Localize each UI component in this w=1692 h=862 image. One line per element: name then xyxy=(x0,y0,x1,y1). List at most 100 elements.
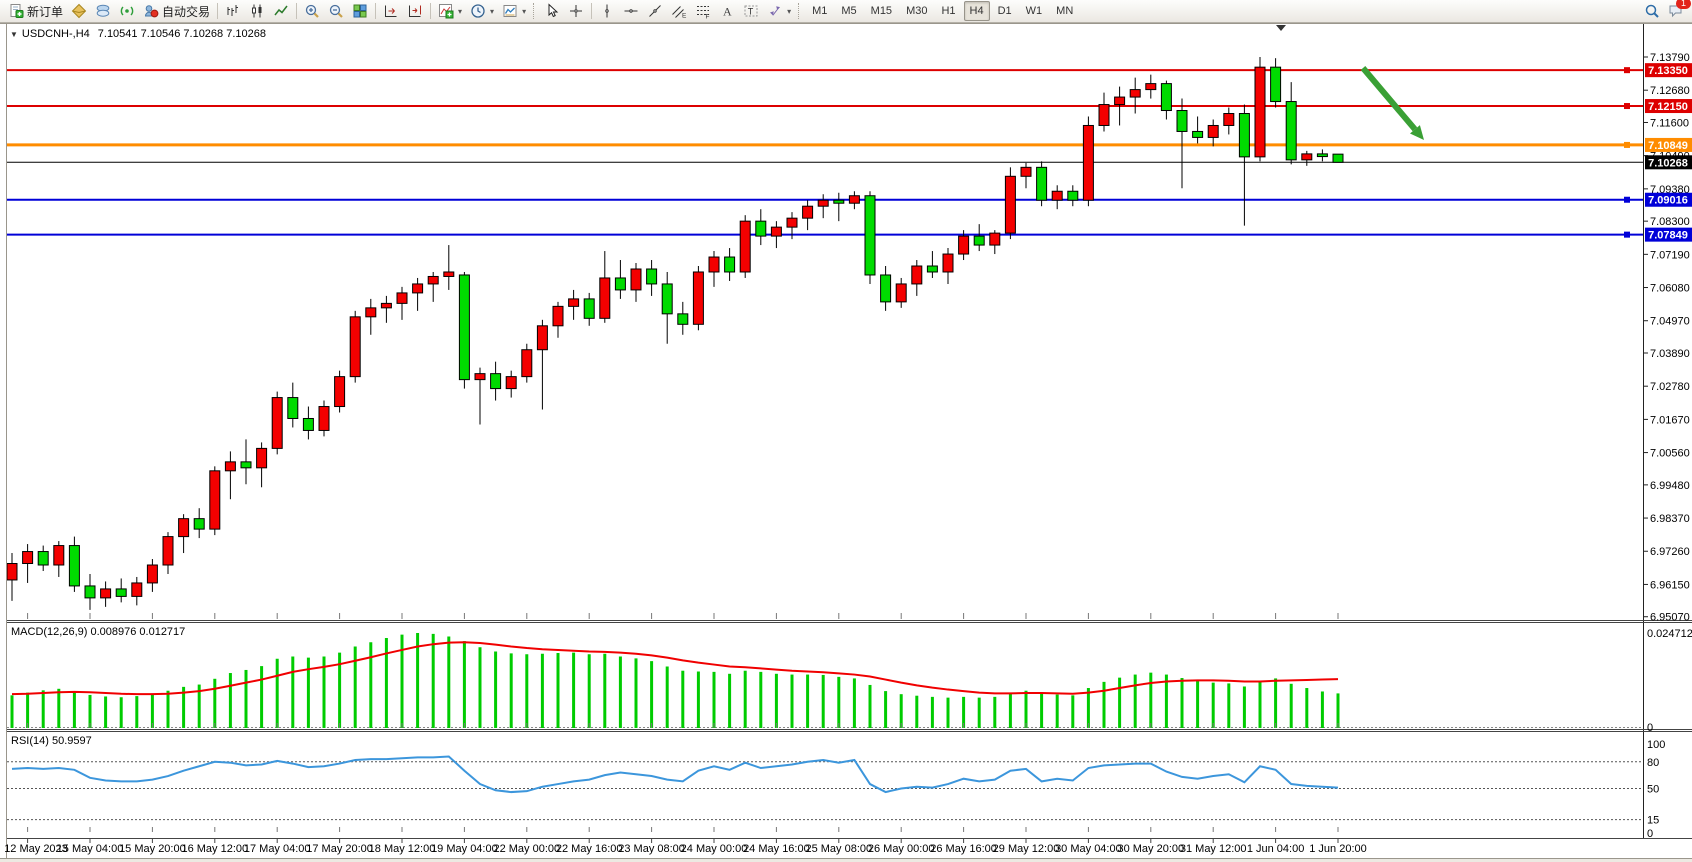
timeframe-button-h4[interactable]: H4 xyxy=(963,1,990,21)
clock-icon xyxy=(471,4,485,18)
equidistant-channel-button[interactable]: E xyxy=(667,0,691,22)
timeframe-button-m5[interactable]: M5 xyxy=(841,5,857,17)
chart-shift-button[interactable] xyxy=(403,0,427,22)
chart-ohlc-values: 7.10541 7.10546 7.10268 7.10268 xyxy=(97,28,266,40)
vertical-line-button[interactable] xyxy=(595,0,619,22)
timeframe-button-w1[interactable]: W1 xyxy=(1025,5,1043,17)
toolbar-separator xyxy=(430,3,432,19)
svg-text:E: E xyxy=(682,13,687,20)
dropdown-caret-icon[interactable]: ▾ xyxy=(522,6,527,16)
candle-body-bear xyxy=(1160,83,1172,112)
timeframe-button-m1[interactable]: M1 xyxy=(812,5,828,17)
label-icon: T xyxy=(744,5,758,17)
fibonacci-button[interactable]: F xyxy=(691,0,715,22)
zoom-in-button[interactable] xyxy=(300,0,324,22)
toolbar-right-group: 1 xyxy=(1640,0,1691,22)
zoom-out-button[interactable] xyxy=(324,0,348,22)
bar-chart-icon xyxy=(227,5,239,16)
timeframe-button-h1[interactable]: H1 xyxy=(941,5,956,17)
signal-button[interactable] xyxy=(115,0,139,22)
trendline-button[interactable] xyxy=(643,0,667,22)
price-tick-label: 6.96150 xyxy=(1650,579,1690,591)
macd-indicator-label: MACD(12,26,9) 0.008976 0.012717 xyxy=(11,626,186,638)
auto-trading-button-label: 自动交易 xyxy=(162,4,211,19)
periods-button[interactable]: ▾ xyxy=(466,0,498,22)
hline-drag-handle[interactable] xyxy=(1624,196,1630,203)
candle-body-bull xyxy=(146,564,158,584)
candle-body-bull xyxy=(802,205,814,219)
chat-button[interactable]: 1 xyxy=(1664,0,1691,22)
text-button[interactable]: A xyxy=(715,0,739,22)
price-tick-label: 7.12680 xyxy=(1650,85,1690,97)
hline-drag-handle[interactable] xyxy=(1624,67,1630,74)
crosshair-button[interactable] xyxy=(564,0,588,22)
candle-body-bear xyxy=(240,461,252,469)
candle-body-bull xyxy=(224,461,236,472)
indicators-icon xyxy=(439,4,454,19)
candle-body-bear xyxy=(677,313,689,325)
dropdown-caret-icon[interactable]: ▾ xyxy=(490,6,495,16)
templates-button[interactable]: ▾ xyxy=(498,0,530,22)
candle-body-bear xyxy=(1176,110,1188,132)
trend-arrow-head[interactable] xyxy=(1409,125,1424,140)
time-axis-label: 19 May 04:00 xyxy=(431,843,498,855)
current-price-badge xyxy=(1645,155,1692,170)
hline-drag-handle[interactable] xyxy=(1624,231,1630,238)
candle-body-bull xyxy=(162,536,174,566)
time-axis[interactable] xyxy=(7,839,1643,858)
candle-body-bull xyxy=(770,226,782,237)
tile-windows-button[interactable] xyxy=(348,0,372,22)
candle-body-bear xyxy=(583,298,595,319)
hline-drag-handle[interactable] xyxy=(1624,141,1630,148)
bar-chart-button[interactable] xyxy=(221,0,245,22)
auto-trading-icon xyxy=(145,5,159,18)
price-axis[interactable] xyxy=(1644,24,1692,838)
cursor-icon xyxy=(548,3,559,18)
candle-body-bull xyxy=(427,275,439,285)
arrows-button[interactable]: ▾ xyxy=(763,0,795,22)
candle-body-bull xyxy=(1223,113,1235,126)
time-axis-label: 24 May 00:00 xyxy=(681,843,748,855)
chart-shift-marker-icon[interactable] xyxy=(1276,25,1286,31)
candle-body-bull xyxy=(6,563,18,581)
candle-body-bull xyxy=(568,298,580,307)
candle-body-bear xyxy=(458,274,470,381)
line-chart-button[interactable] xyxy=(269,0,293,22)
candle-body-bull xyxy=(380,302,392,309)
crosshair-icon xyxy=(570,5,583,17)
search-button[interactable] xyxy=(1640,0,1664,22)
horizontal-line-button[interactable] xyxy=(619,0,643,22)
candle-body-bull xyxy=(53,545,65,566)
hline-price-badge xyxy=(1645,192,1692,207)
time-axis-label: 22 May 16:00 xyxy=(556,843,623,855)
dropdown-caret-icon[interactable]: ▾ xyxy=(787,6,792,16)
new-order-button-label: 新订单 xyxy=(27,4,64,19)
price-badge-label: 7.13350 xyxy=(1648,65,1688,77)
auto-trading-button[interactable]: 自动交易 xyxy=(139,0,214,22)
timeframe-button-d1[interactable]: D1 xyxy=(997,5,1012,17)
text-label-button[interactable]: T xyxy=(739,0,763,22)
data-window-button[interactable] xyxy=(91,0,115,22)
new-order-button[interactable]: 新订单 xyxy=(4,0,67,22)
time-axis-label: 25 May 08:00 xyxy=(805,843,872,855)
candle-body-bull xyxy=(1051,190,1063,201)
market-watch-button[interactable] xyxy=(67,0,91,22)
time-axis-label: 26 May 16:00 xyxy=(930,843,997,855)
timeframe-button-m15[interactable]: M15 xyxy=(870,5,893,17)
timeframe-button-mn[interactable]: MN xyxy=(1056,5,1074,17)
auto-scroll-button[interactable] xyxy=(379,0,403,22)
dropdown-caret-icon[interactable]: ▾ xyxy=(458,6,463,16)
chart-collapse-icon[interactable]: ▼ xyxy=(10,30,18,39)
candlestick-chart-button[interactable] xyxy=(245,0,269,22)
timeframe-button-m30[interactable]: M30 xyxy=(906,5,928,17)
time-axis-label: 22 May 00:00 xyxy=(493,843,560,855)
tile-windows-icon xyxy=(353,4,367,18)
time-axis-label: 24 May 16:00 xyxy=(743,843,810,855)
trend-arrow-shaft[interactable] xyxy=(1360,66,1418,132)
candle-body-bull xyxy=(271,397,283,449)
time-axis-label: 18 May 12:00 xyxy=(369,843,436,855)
indicators-button[interactable]: ▾ xyxy=(434,0,466,22)
svg-text:F: F xyxy=(706,14,710,20)
cursor-button[interactable] xyxy=(540,0,564,22)
hline-drag-handle[interactable] xyxy=(1624,103,1630,110)
